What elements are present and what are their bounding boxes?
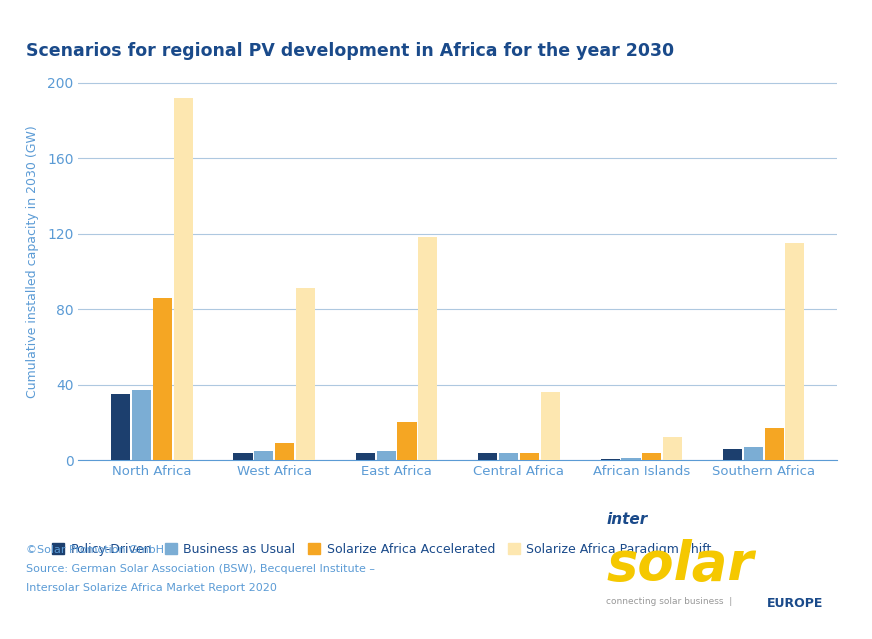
Bar	[234, 452, 253, 460]
Bar	[153, 298, 172, 460]
Text: ©Solar Promotion GmbH: ©Solar Promotion GmbH	[26, 544, 164, 555]
Y-axis label: Cumulative installed capacity in 2030 (GW): Cumulative installed capacity in 2030 (G…	[26, 126, 38, 398]
Text: inter: inter	[606, 512, 647, 527]
Bar	[377, 450, 396, 460]
Bar	[356, 452, 375, 460]
Text: EUROPE: EUROPE	[767, 597, 824, 610]
Bar	[296, 288, 315, 460]
Bar	[275, 443, 294, 460]
Bar	[132, 390, 151, 460]
Bar	[601, 459, 620, 460]
Bar	[765, 428, 784, 460]
Text: connecting solar business  |: connecting solar business |	[606, 597, 732, 606]
Bar	[663, 438, 682, 460]
Bar	[520, 452, 539, 460]
Text: Intersolar Solarize Africa Market Report 2020: Intersolar Solarize Africa Market Report…	[26, 583, 277, 593]
Bar	[642, 452, 661, 460]
Legend: Policy-Driven, Business as Usual, Solarize Africa Accelerated, Solarize Africa P: Policy-Driven, Business as Usual, Solari…	[47, 537, 717, 560]
Text: Source: German Solar Association (BSW), Becquerel Institute –: Source: German Solar Association (BSW), …	[26, 564, 375, 574]
Bar	[398, 422, 417, 460]
Text: Scenarios for regional PV development in Africa for the year 2030: Scenarios for regional PV development in…	[26, 42, 674, 59]
Text: solar: solar	[606, 539, 753, 591]
Bar	[111, 394, 130, 460]
Bar	[541, 392, 560, 460]
Bar	[499, 452, 518, 460]
Bar	[744, 447, 763, 460]
Bar	[786, 243, 805, 460]
Bar	[419, 238, 438, 460]
Bar	[622, 458, 641, 460]
Bar	[174, 98, 193, 460]
Bar	[723, 449, 742, 460]
Bar	[255, 450, 274, 460]
Bar	[478, 452, 497, 460]
